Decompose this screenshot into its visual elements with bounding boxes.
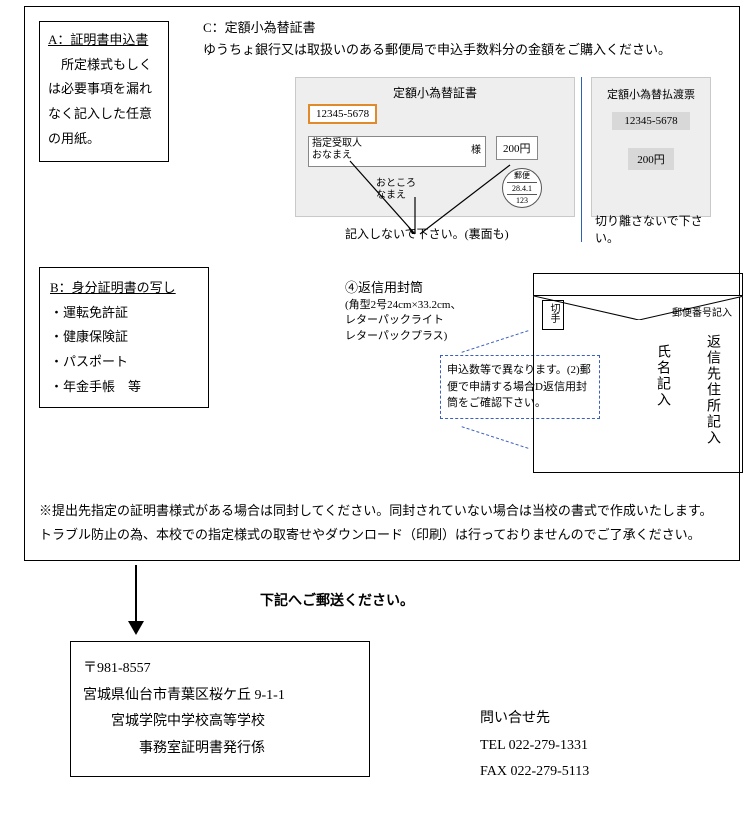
- certificate-diagram: 定額小為替証書 12345-5678 指定受取人 おなまえ 様 200円 おとこ…: [295, 77, 715, 247]
- cert-right-title: 定額小為替払渡票: [592, 86, 710, 102]
- box-a-body: 所定様式もしくは必要事項を漏れなく記入した任意の用紙。: [48, 53, 160, 152]
- cert-left-title: 定額小為替証書: [296, 84, 574, 101]
- separator-line: [581, 77, 582, 242]
- postal-code: 〒981-8557: [83, 656, 357, 683]
- box-b-item: ・運転免許証: [50, 301, 200, 326]
- cert-note-right: 切り離さないで下さい。: [595, 212, 715, 246]
- cert-left-slip: 定額小為替証書 12345-5678 指定受取人 おなまえ 様 200円 おとこ…: [295, 77, 575, 217]
- address-line1: 宮城県仙台市青葉区桜ケ丘 9-1-1: [83, 683, 357, 710]
- cert-yen: 200円: [496, 136, 538, 160]
- box-a: A：証明書申込書 所定様式もしくは必要事項を漏れなく記入した任意の用紙。: [39, 21, 169, 162]
- envelope-shape: 切手 郵便番号記入 返信先住所記入 氏名記入: [533, 273, 743, 473]
- envelope-stamp: 切手: [542, 300, 564, 330]
- dash-lead-2: [462, 426, 529, 449]
- contact-fax: FAX 022-279-5113: [480, 759, 589, 786]
- address-box: 〒981-8557 宮城県仙台市青葉区桜ケ丘 9-1-1 宮城学院中学校高等学校…: [70, 641, 370, 777]
- mail-arrow: [136, 565, 137, 633]
- contact-tel: TEL 022-279-1331: [480, 733, 589, 760]
- cert-right-yen: 200円: [628, 148, 674, 170]
- main-container: A：証明書申込書 所定様式もしくは必要事項を漏れなく記入した任意の用紙。 B：身…: [24, 6, 740, 561]
- mail-label: 下記へご郵送ください。: [260, 590, 414, 610]
- envelope-postal: 郵便番号記入: [672, 304, 732, 319]
- section-c-desc: ゆうちょ銀行又は取扱いのある郵便局で申込手数料分の金額をご購入ください。: [203, 39, 729, 61]
- address-line2: 宮城学院中学校高等学校: [83, 709, 357, 736]
- box-b-item: ・年金手帳 等: [50, 375, 200, 400]
- box-b-title: B：身分証明書の写し: [50, 276, 200, 301]
- envelope-name: 氏名記入: [652, 344, 672, 454]
- address-line3: 事務室証明書発行係: [83, 736, 357, 763]
- cert-note-left: 記入しないで下さい。(裏面も): [345, 225, 509, 242]
- contact-info: 問い合せ先 TEL 022-279-1331 FAX 022-279-5113: [480, 706, 589, 786]
- cert-right-slip: 定額小為替払渡票 12345-5678 200円: [591, 77, 711, 217]
- cert-right-number: 12345-5678: [612, 112, 690, 130]
- cert-number: 12345-5678: [308, 104, 377, 124]
- cert-addr: おところ なまえ: [376, 178, 416, 202]
- section-c-title: C：定額小為替証書: [203, 17, 729, 39]
- cert-name-field: 指定受取人 おなまえ 様: [308, 136, 486, 167]
- bottom-note: ※提出先指定の証明書様式がある場合は同封してください。同封されていない場合は当校…: [39, 499, 725, 546]
- envelope-diagram: ④返信用封筒 (角型2号24cm×33.2cm、 レターパックライト レターパッ…: [345, 277, 725, 477]
- contact-title: 問い合せ先: [480, 706, 589, 733]
- box-a-title: A：証明書申込書: [48, 28, 160, 53]
- envelope-flap: [534, 274, 742, 296]
- cert-postmark: 郵便 28.4.1 123: [502, 168, 542, 208]
- box-b-item: ・健康保険証: [50, 325, 200, 350]
- box-b-item: ・パスポート: [50, 350, 200, 375]
- envelope-addr: 返信先住所記入: [702, 334, 722, 464]
- box-b: B：身分証明書の写し ・運転免許証 ・健康保険証 ・パスポート ・年金手帳 等: [39, 267, 209, 408]
- section-c: C：定額小為替証書 ゆうちょ銀行又は取扱いのある郵便局で申込手数料分の金額をご購…: [203, 17, 729, 61]
